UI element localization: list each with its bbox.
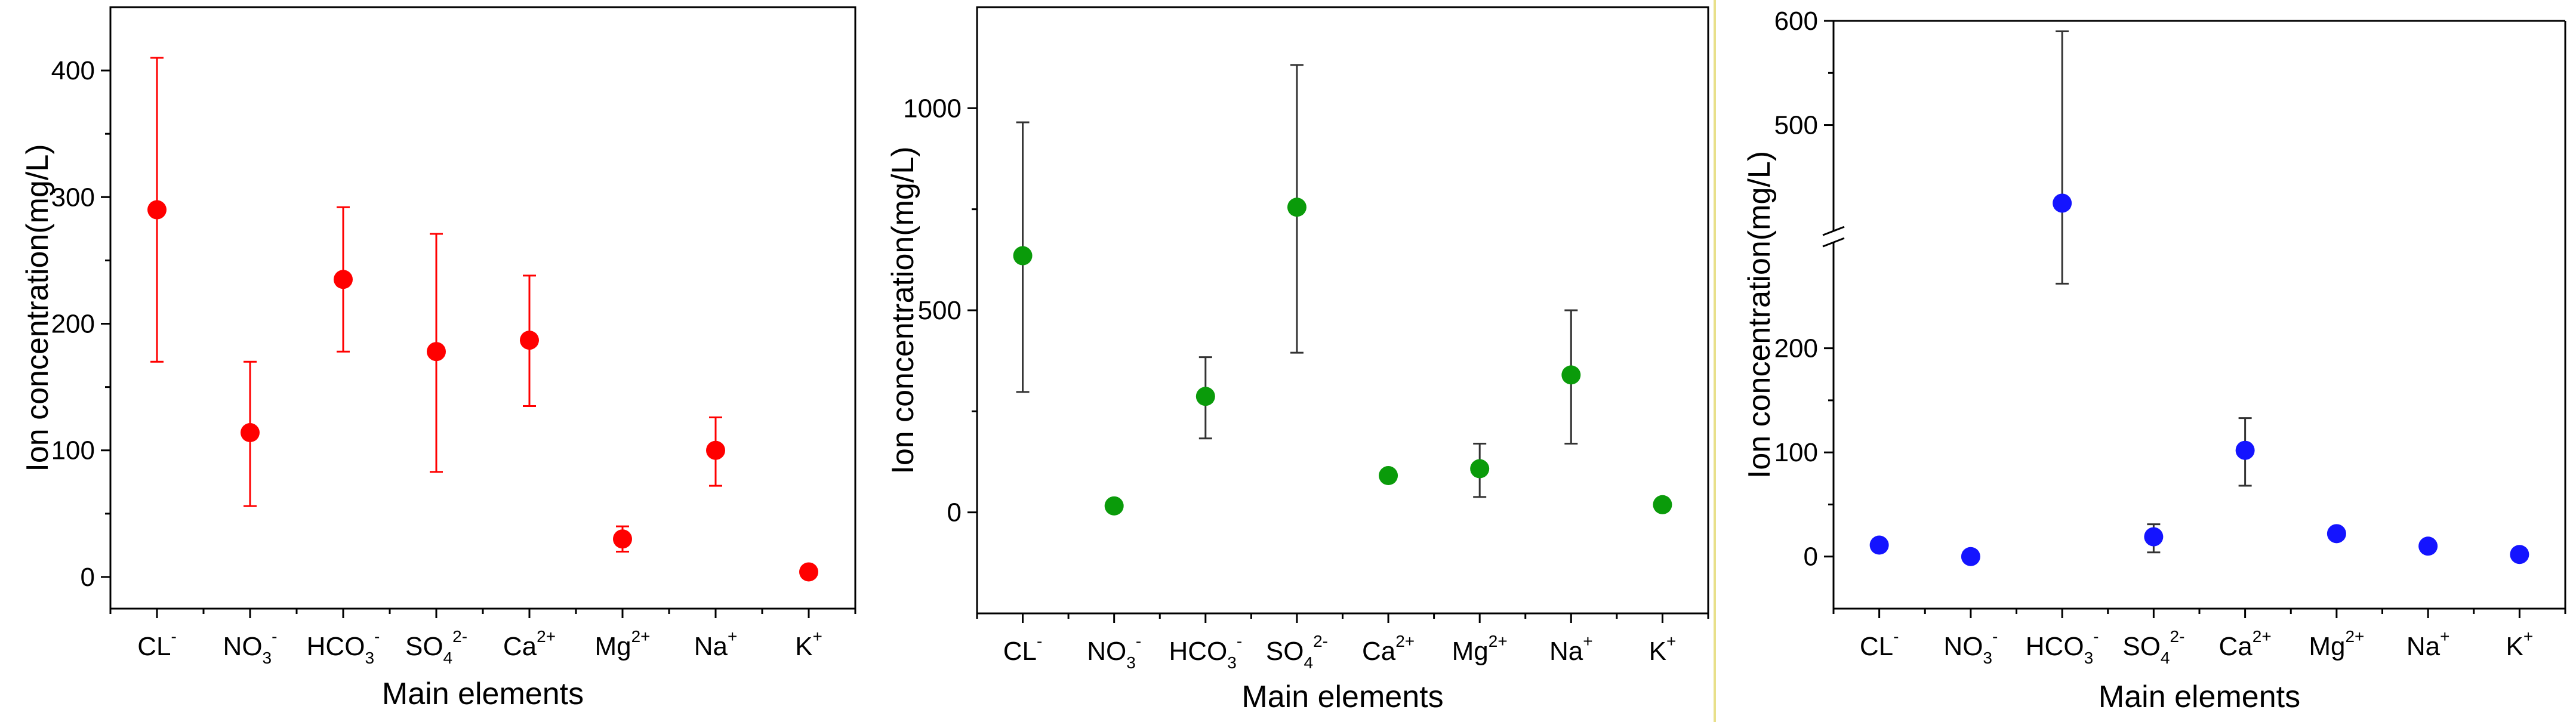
- y-tick-label: 300: [51, 183, 95, 212]
- x-tick-label: SO42-: [405, 627, 467, 667]
- data-point: [241, 423, 260, 443]
- x-tick-label: NO3-: [1943, 627, 1998, 667]
- y-tick-label: 500: [918, 296, 962, 325]
- x-tick-label: Mg2+: [2309, 627, 2364, 661]
- x-tick-label: HCO3-: [2026, 627, 2099, 667]
- x-tick-label: CL-: [1003, 632, 1043, 666]
- axis-break-mark: [1822, 237, 1845, 248]
- y-tick-label: 0: [1804, 542, 1818, 572]
- y-tick-label: 600: [1774, 7, 1818, 36]
- data-point: [1379, 466, 1398, 486]
- x-tick-label: SO42-: [2122, 627, 2184, 667]
- x-tick-label: Ca2+: [1362, 632, 1415, 666]
- x-tick-label: CL-: [1860, 627, 1899, 661]
- data-point: [1961, 547, 1980, 566]
- plot-frame: [109, 6, 856, 610]
- y-tick-label: 200: [1774, 334, 1818, 363]
- x-axis-title: Main elements: [382, 677, 584, 711]
- y-axis-title: Ion concentration(mg/L): [1742, 151, 1777, 479]
- x-axis-title: Main elements: [2099, 680, 2300, 714]
- data-point: [706, 440, 725, 460]
- y-tick-label: 0: [81, 563, 95, 592]
- data-point: [2053, 193, 2072, 213]
- data-point: [1104, 496, 1124, 516]
- y-tick-label: 200: [51, 310, 95, 339]
- x-tick-label: K+: [2506, 627, 2534, 661]
- x-tick-label: K+: [1649, 632, 1677, 666]
- x-tick-label: K+: [795, 627, 822, 661]
- y-tick-label: 100: [51, 436, 95, 465]
- data-point: [1195, 387, 1215, 406]
- data-point: [1013, 246, 1033, 266]
- data-point: [613, 529, 632, 549]
- data-point: [2235, 440, 2255, 460]
- y-axis-title: Ion concentration(mg/L): [886, 146, 920, 474]
- x-tick-label: Ca2+: [503, 627, 556, 661]
- data-point: [427, 342, 446, 362]
- x-tick-label: HCO3-: [307, 627, 380, 667]
- data-point: [334, 270, 353, 289]
- data-point: [2418, 536, 2438, 556]
- x-tick-label: Ca2+: [2219, 627, 2272, 661]
- data-point: [2510, 545, 2529, 564]
- x-tick-label: CL-: [137, 627, 177, 661]
- x-tick-label: Na+: [1549, 632, 1593, 666]
- x-tick-label: Na+: [694, 627, 738, 661]
- chart-panel-right: 0 100 200 500 600 CL- NO3- HCO3- SO42- Ca2+ Mg2+ Na…: [1742, 7, 2566, 714]
- x-tick-label: NO3-: [1087, 632, 1141, 672]
- data-point: [2144, 527, 2164, 547]
- x-tick-label: Mg2+: [594, 627, 650, 661]
- y-tick-label: 400: [51, 56, 95, 85]
- data-point: [1561, 365, 1581, 385]
- y-axis-title: Ion concentration(mg/L): [20, 144, 55, 471]
- data-point: [2327, 524, 2346, 544]
- axis-break-mark: [1822, 226, 1845, 236]
- y-tick-label: 0: [947, 498, 962, 527]
- x-tick-label: Na+: [2406, 627, 2450, 661]
- data-point: [1287, 198, 1307, 217]
- chart-panel-left: 0 100 200 300 400 CL- NO3- HCO3- SO42- Ca2+ Mg2+ Na…: [20, 6, 856, 711]
- y-tick-label: 500: [1774, 111, 1818, 140]
- data-point: [147, 200, 167, 220]
- x-tick-label: HCO3-: [1169, 632, 1242, 672]
- data-point: [1869, 535, 1889, 555]
- chart-panel-middle: 0 500 1000 CL- NO3- HCO3- SO42- Ca2+ Mg2+ Na+ K+ Ma…: [886, 6, 1709, 714]
- plot-frame: [976, 6, 1709, 615]
- x-axis-title: Main elements: [1241, 680, 1443, 714]
- y-tick-label: 100: [1774, 438, 1818, 467]
- y-tick-label: 1000: [903, 94, 962, 123]
- x-tick-label: NO3-: [223, 627, 278, 667]
- x-tick-label: SO42-: [1266, 632, 1328, 672]
- data-point: [520, 331, 539, 350]
- x-tick-label: Mg2+: [1452, 632, 1508, 666]
- data-point: [1653, 495, 1672, 514]
- data-point: [1470, 459, 1490, 479]
- data-point: [799, 562, 818, 582]
